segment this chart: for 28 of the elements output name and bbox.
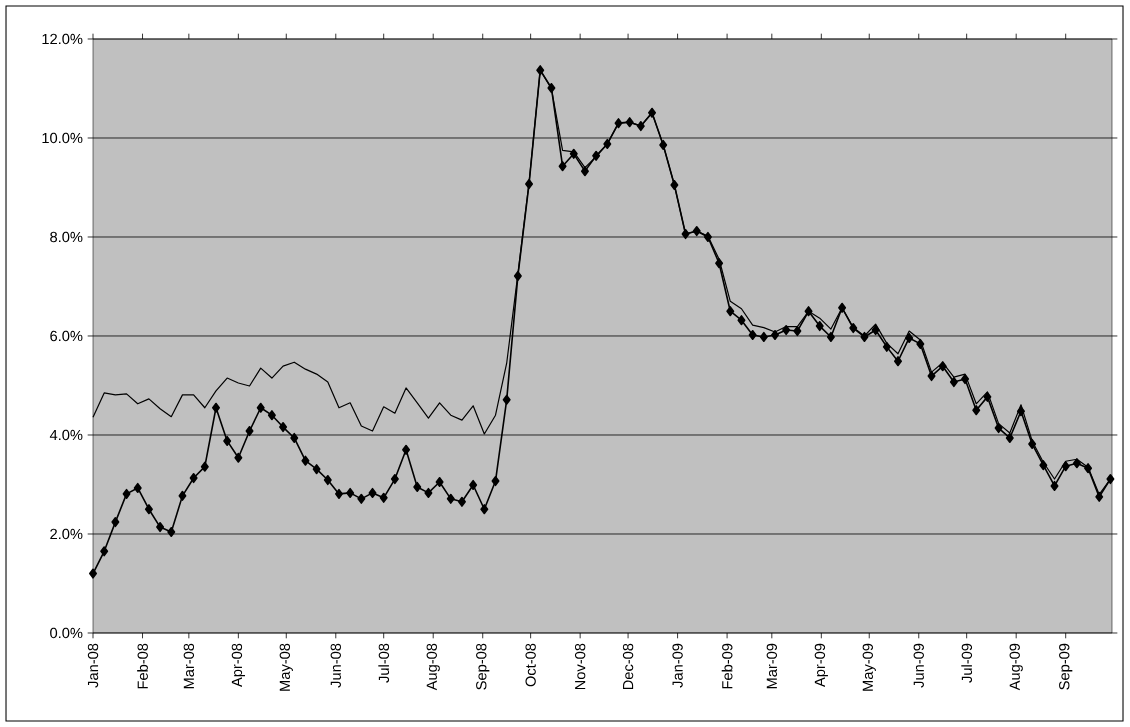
y-tick-label: 6.0% <box>50 330 83 342</box>
x-tick-label: Sep-09 <box>1059 643 1073 690</box>
x-tick-label: May-09 <box>862 643 876 691</box>
x-tick-label: Dec-08 <box>622 643 634 690</box>
y-tick-label: 2.0% <box>50 528 83 540</box>
x-tick-label: Feb-09 <box>721 643 733 689</box>
x-tick-label: Jun-08 <box>330 643 341 688</box>
x-tick-label: Feb-08 <box>137 643 148 689</box>
x-tick-label: Nov-08 <box>574 643 586 690</box>
x-tick-label: Apr-08 <box>231 643 245 688</box>
x-tick-label: Jul-08 <box>378 643 390 683</box>
x-tick-label: Mar-09 <box>766 643 778 689</box>
x-tick-label: Apr-09 <box>814 643 828 688</box>
y-tick-label: 8.0% <box>50 231 83 243</box>
x-tick-label: Jan-08 <box>87 643 99 688</box>
x-tick-label: Jul-09 <box>961 643 973 683</box>
y-tick-label: 10.0% <box>42 132 83 144</box>
y-tick-label: 4.0% <box>49 429 83 441</box>
x-tick-label: Aug-09 <box>1009 643 1023 691</box>
x-tick-label: Oct-08 <box>525 643 536 687</box>
y-tick-label: 12.0% <box>42 33 83 45</box>
x-tick-label: Jan-09 <box>672 643 683 688</box>
x-tick-label: May-08 <box>279 643 293 691</box>
y-tick-label: 0.0% <box>50 627 83 639</box>
x-tick-label: Mar-08 <box>183 643 195 689</box>
x-tick-label: Aug-08 <box>426 643 440 691</box>
x-tick-label: Jun-09 <box>913 643 924 688</box>
x-tick-label: Sep-08 <box>476 643 490 690</box>
